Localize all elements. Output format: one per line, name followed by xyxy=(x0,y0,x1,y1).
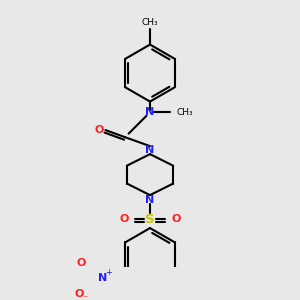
Text: N: N xyxy=(98,273,107,283)
Text: N: N xyxy=(146,195,154,205)
Text: S: S xyxy=(145,213,155,226)
Text: CH₃: CH₃ xyxy=(142,18,158,27)
Text: +: + xyxy=(105,268,112,277)
Text: ⁻: ⁻ xyxy=(83,294,88,300)
Text: O: O xyxy=(171,214,181,224)
Text: O: O xyxy=(77,258,86,268)
Text: N: N xyxy=(146,145,154,155)
Text: CH₃: CH₃ xyxy=(177,108,194,117)
Text: N: N xyxy=(146,107,154,117)
Text: O: O xyxy=(94,125,104,135)
Text: O: O xyxy=(119,214,129,224)
Text: O: O xyxy=(74,289,84,299)
